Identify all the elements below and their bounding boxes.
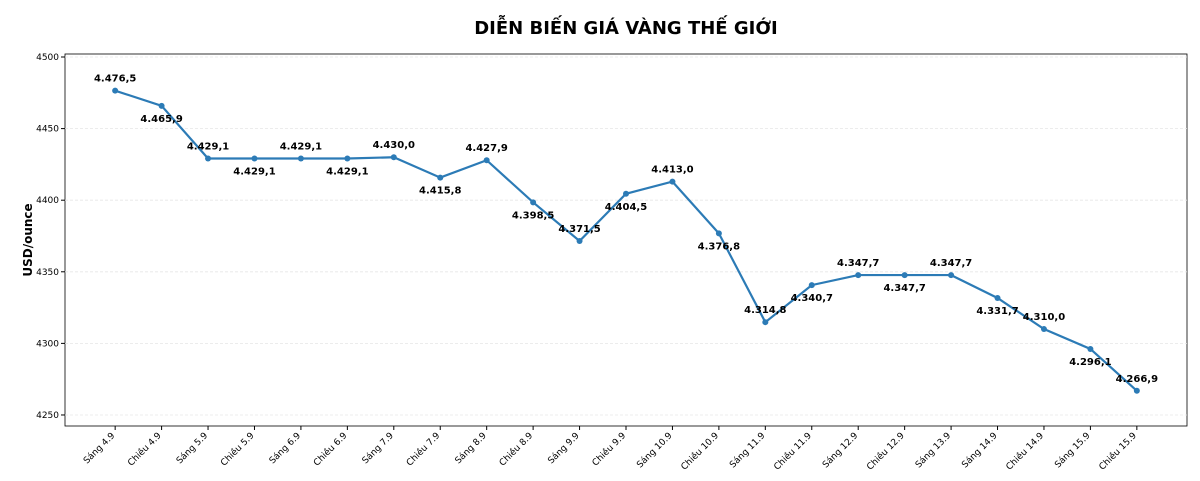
point: [390, 154, 397, 161]
y-tick-label: 4250: [36, 411, 59, 421]
value-label: 4.266,9: [1116, 374, 1158, 385]
value-label: 4.347,7: [837, 258, 879, 269]
value-label: 4.371,5: [558, 224, 600, 235]
point: [948, 272, 955, 279]
point: [437, 174, 444, 181]
point: [1087, 345, 1094, 352]
value-label: 4.427,9: [465, 143, 507, 154]
point: [808, 282, 815, 289]
value-label: 4.340,7: [791, 293, 833, 304]
y-tick-label: 4350: [36, 268, 59, 278]
point: [715, 230, 722, 237]
value-label: 4.310,0: [1023, 312, 1065, 323]
point: [483, 157, 490, 164]
point: [112, 87, 119, 94]
point: [251, 155, 258, 162]
point: [576, 238, 583, 245]
point: [1040, 326, 1047, 333]
value-label: 4.347,7: [930, 258, 972, 269]
value-label: 4.429,1: [280, 142, 322, 153]
value-label: 4.347,7: [883, 283, 925, 294]
y-tick-label: 4500: [36, 53, 59, 63]
point: [855, 272, 862, 279]
point: [762, 319, 769, 326]
point: [1133, 387, 1140, 394]
value-label: 4.398,5: [512, 210, 554, 221]
point: [158, 102, 165, 109]
value-label: 4.476,5: [94, 74, 136, 85]
value-label: 4.296,1: [1069, 357, 1111, 368]
point: [530, 199, 537, 206]
point: [623, 190, 629, 197]
value-label: 4.314,8: [744, 305, 786, 316]
value-label: 4.429,1: [187, 142, 229, 153]
y-tick-label: 4400: [36, 196, 59, 206]
y-tick-label: 4450: [36, 125, 59, 135]
point: [994, 294, 1001, 301]
value-label: 4.331,7: [976, 306, 1018, 317]
y-axis-label: USD/ounce: [21, 203, 35, 276]
value-label: 4.429,1: [233, 167, 275, 178]
value-label: 4.404,5: [605, 202, 647, 213]
point: [669, 178, 676, 185]
chart-title: DIỄN BIẾN GIÁ VÀNG THẾ GIỚI: [474, 14, 778, 39]
value-label: 4.465,9: [140, 114, 182, 125]
value-label: 4.376,8: [698, 241, 740, 252]
value-label: 4.413,0: [651, 165, 693, 176]
point: [344, 155, 351, 162]
value-label: 4.430,0: [373, 140, 415, 151]
point: [205, 155, 212, 162]
point: [297, 155, 304, 162]
value-label: 4.415,8: [419, 186, 461, 197]
point: [901, 272, 908, 279]
value-label: 4.429,1: [326, 167, 368, 178]
y-tick-label: 4300: [36, 339, 59, 349]
